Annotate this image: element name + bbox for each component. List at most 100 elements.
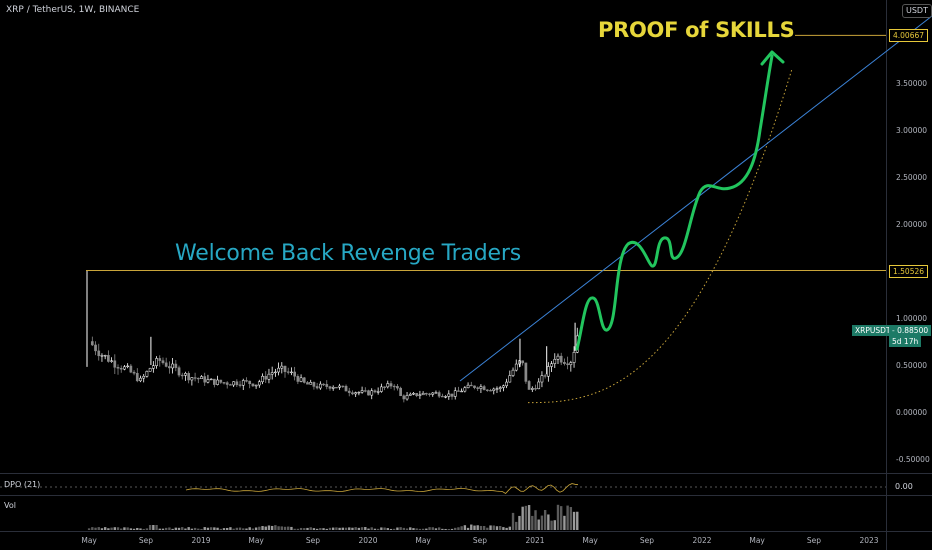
volume-bar xyxy=(524,505,528,530)
time-tick-label: Sep xyxy=(640,536,654,545)
candle-body xyxy=(412,393,415,395)
candle-body xyxy=(508,375,512,383)
candle-body xyxy=(399,387,402,397)
parabolic-support-curve[interactable] xyxy=(528,68,793,404)
volume-bar xyxy=(155,525,158,530)
dpo-indicator-label[interactable]: DPO (21) xyxy=(4,480,41,489)
candle-body xyxy=(428,393,431,395)
volume-bar xyxy=(280,526,284,530)
volume-bar xyxy=(274,525,277,530)
time-tick-label: May xyxy=(415,536,431,545)
candle-body xyxy=(530,388,534,390)
volume-bar xyxy=(267,525,271,530)
volume-bar xyxy=(405,528,409,530)
volume-bar xyxy=(421,528,425,530)
symbol-price-tag: XRPUSDT xyxy=(852,325,894,336)
candle-body xyxy=(498,387,502,389)
volume-bar xyxy=(312,528,316,530)
proof-annotation[interactable]: PROOF of SKILLS xyxy=(598,18,795,42)
candle-body xyxy=(351,392,354,395)
volume-bar xyxy=(576,511,579,530)
candle-body xyxy=(511,369,515,376)
welcome-annotation[interactable]: Welcome Back Revenge Traders xyxy=(175,241,521,266)
volume-bar xyxy=(418,528,422,530)
volume-bar xyxy=(521,506,524,530)
volume-bar xyxy=(235,527,239,530)
candle-body xyxy=(402,395,406,400)
price-axis[interactable]: 4.000003.500003.000002.500002.000001.500… xyxy=(896,32,930,464)
volume-bar xyxy=(110,527,113,530)
volume-bar xyxy=(556,504,560,530)
candle-body xyxy=(373,390,377,393)
candle-body xyxy=(261,375,264,383)
volume-bar xyxy=(450,528,454,530)
candle-body xyxy=(338,385,341,388)
volume-bar xyxy=(148,525,152,530)
candle-body xyxy=(341,385,345,388)
volume-bar xyxy=(415,528,418,530)
candle-body xyxy=(296,375,300,382)
candle-body xyxy=(328,386,332,389)
bar-countdown-tag: 5d 17h xyxy=(889,336,922,347)
projected-price-path[interactable] xyxy=(575,54,774,351)
candle-body xyxy=(103,355,107,357)
candle-body xyxy=(135,373,139,382)
candle-body xyxy=(556,355,560,360)
candle-body xyxy=(94,344,97,352)
currency-badge[interactable]: USDT xyxy=(902,4,932,18)
volume-bar xyxy=(206,527,210,530)
volume-bar xyxy=(367,528,370,530)
candle-body xyxy=(444,396,447,398)
current-price-tag: - 0.88500 xyxy=(889,325,932,336)
projection-arrowhead-icon xyxy=(760,50,785,66)
candle-body xyxy=(460,390,463,393)
volume-bar xyxy=(161,528,165,530)
candle-body xyxy=(550,363,553,367)
candle-body xyxy=(547,366,550,377)
candle-body xyxy=(492,388,496,391)
price-tick-label: 0.50000 xyxy=(896,361,927,370)
time-axis[interactable]: May Sep 2019 May Sep 2020 May Sep 2021 May Sep 2022… xyxy=(81,536,878,545)
price-tick-label: 3.00000 xyxy=(896,126,927,135)
volume-bar xyxy=(409,527,412,530)
candle-body xyxy=(119,367,123,370)
time-tick-label: Sep xyxy=(807,536,821,545)
candle-body xyxy=(553,359,557,364)
candle-body xyxy=(171,363,174,369)
time-tick-label: 2022 xyxy=(692,536,711,545)
volume-bar xyxy=(537,519,540,530)
candle-body xyxy=(473,385,476,388)
candle-body xyxy=(132,371,136,374)
volume-bar xyxy=(325,528,328,530)
candle-body xyxy=(367,390,370,396)
volume-bar xyxy=(328,527,332,530)
symbol-title[interactable]: XRP / TetherUS, 1W, BINANCE xyxy=(6,5,140,15)
candle-body xyxy=(145,371,149,377)
candle-body xyxy=(466,384,470,389)
volume-bar xyxy=(482,525,486,530)
time-tick-label: May xyxy=(582,536,598,545)
time-tick-label: Sep xyxy=(306,536,320,545)
candle-body xyxy=(110,360,113,362)
candle-body xyxy=(502,385,505,388)
volume-bar xyxy=(261,526,264,530)
candle-body xyxy=(463,387,467,392)
candle-body xyxy=(238,384,242,386)
volume-bar xyxy=(566,505,569,530)
volume-bar xyxy=(399,527,402,530)
candle-body xyxy=(521,360,525,364)
price-tick-label: 2.00000 xyxy=(896,220,927,229)
volume-bar xyxy=(434,528,438,530)
volume-bar xyxy=(126,527,129,530)
candle-body xyxy=(559,355,563,363)
candle-body xyxy=(229,384,232,386)
time-tick-label: 2021 xyxy=(525,536,544,545)
candle-body xyxy=(405,395,409,400)
candle-body xyxy=(270,372,274,375)
candle-body xyxy=(518,360,521,365)
volume-bar xyxy=(107,528,110,530)
volume-bar xyxy=(373,528,377,530)
volume-indicator-label[interactable]: Vol xyxy=(4,501,16,510)
candle-body xyxy=(476,387,480,389)
